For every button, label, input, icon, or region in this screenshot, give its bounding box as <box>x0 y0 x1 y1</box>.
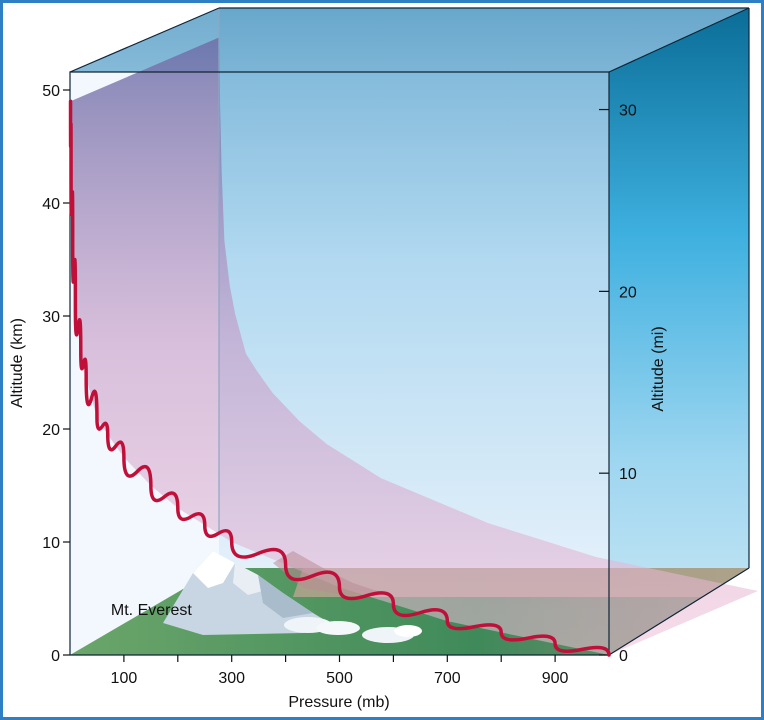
y-right-tick-label: 30 <box>619 103 637 120</box>
x-tick-label: 300 <box>218 670 245 687</box>
pressure-altitude-chart: 100 300 500 700 900 0 10 20 30 40 50 0 10 20 30 Mt. … <box>9 7 758 711</box>
y-left-tick-label: 0 <box>51 648 60 665</box>
box-edges <box>69 7 750 656</box>
y-axis-right-title: Altitude (mi) <box>650 326 667 411</box>
y-right-tick-label: 10 <box>619 466 637 483</box>
y-left-tick-label: 30 <box>42 309 60 326</box>
top-face <box>70 8 749 72</box>
y-right-tick-label: 20 <box>619 284 637 301</box>
x-tick-label: 900 <box>542 670 569 687</box>
y-axis-left-title: Altitude (km) <box>9 318 26 408</box>
y-left-tick-label: 20 <box>42 422 60 439</box>
cloud-group <box>284 617 422 643</box>
annotation-mt-everest: Mt. Everest <box>111 602 192 619</box>
right-face <box>609 8 749 655</box>
y-axis-right-ticks: 0 10 20 30 <box>599 103 637 665</box>
y-left-tick-label: 50 <box>42 83 60 100</box>
y-left-tick-label: 10 <box>42 535 60 552</box>
mt-everest-mountain <box>163 551 383 635</box>
x-tick-label: 700 <box>434 670 461 687</box>
x-axis-title: Pressure (mb) <box>288 694 389 711</box>
x-tick-label: 500 <box>326 670 353 687</box>
pressure-altitude-line <box>68 99 611 657</box>
y-axis-left-ticks: 0 10 20 30 40 50 <box>42 83 70 665</box>
y-left-tick-label: 40 <box>42 196 60 213</box>
pressure-shaded-region <box>70 37 758 656</box>
x-axis-ticks: 100 300 500 700 900 <box>111 655 569 687</box>
y-right-tick-label: 0 <box>619 648 628 665</box>
x-tick-label: 100 <box>111 670 138 687</box>
